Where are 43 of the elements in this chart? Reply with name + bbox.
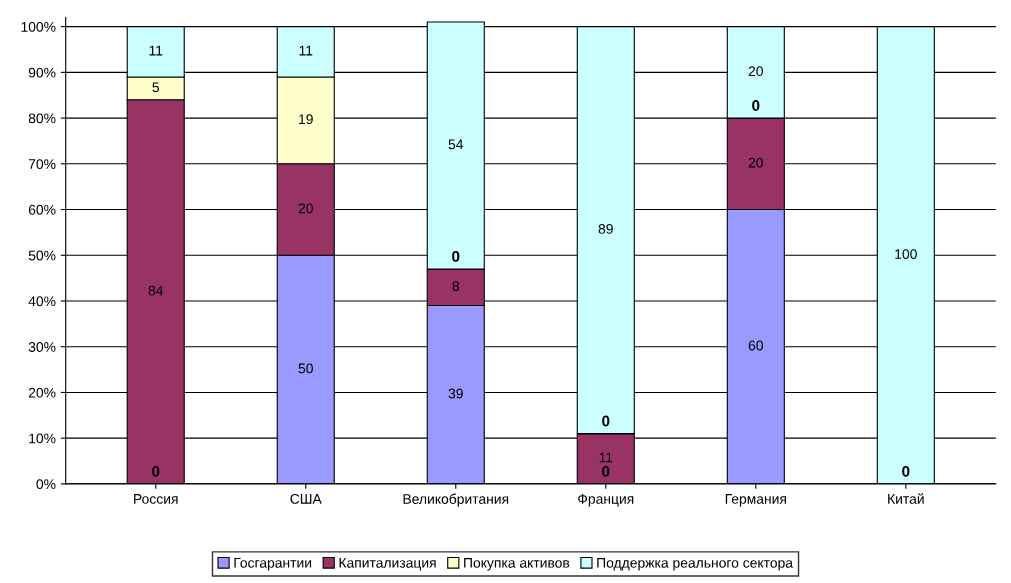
data-label: 11 xyxy=(599,452,613,463)
data-label: 20 xyxy=(748,66,763,77)
data-label: 20 xyxy=(298,203,313,214)
data-label: 20 xyxy=(748,157,763,168)
data-label: 50 xyxy=(298,363,313,374)
y-tick-label: 60% xyxy=(28,204,56,215)
y-tick-label: 40% xyxy=(28,296,56,307)
y-tick-label: 20% xyxy=(28,387,56,398)
data-label: 100 xyxy=(895,249,917,259)
data-label: 11 xyxy=(299,45,313,56)
annotation: 0 xyxy=(452,250,460,262)
y-tick-label: 0% xyxy=(36,479,56,490)
data-label: 5 xyxy=(152,82,160,93)
y-tick-label: 80% xyxy=(28,113,56,124)
y-tick-label: 70% xyxy=(28,159,56,169)
annotation: 0 xyxy=(602,465,610,477)
x-tick-label: Китай xyxy=(888,493,924,504)
data-label: 11 xyxy=(149,45,163,56)
legend-label: Поддержка реального сектора xyxy=(597,558,793,571)
legend-label: Госгарантии xyxy=(234,558,312,571)
y-tick-label: 100% xyxy=(21,21,56,32)
data-label: 84 xyxy=(148,285,164,296)
data-label: 89 xyxy=(598,224,613,234)
y-tick-label: 90% xyxy=(28,67,56,78)
annotation: 0 xyxy=(602,415,610,427)
data-label: 60 xyxy=(748,340,763,351)
y-tick-label: 50% xyxy=(28,250,56,261)
x-tick-label: Великобритания xyxy=(403,493,509,507)
y-tick-label: 30% xyxy=(28,342,56,352)
annotation: 0 xyxy=(752,100,760,111)
x-tick-label: США xyxy=(290,493,322,504)
x-tick-label: Россия xyxy=(134,494,178,504)
x-tick-label: Франция xyxy=(578,494,634,507)
data-label: 19 xyxy=(299,114,313,125)
data-label: 39 xyxy=(448,388,463,399)
x-tick-label: Германия xyxy=(725,494,786,507)
legend-label: Капитализация xyxy=(339,558,436,571)
annotation: 0 xyxy=(902,465,910,477)
data-label: 8 xyxy=(452,281,460,291)
legend-label: Покупка активов xyxy=(464,558,570,571)
annotation: 0 xyxy=(152,465,160,477)
data-label: 54 xyxy=(448,139,464,150)
y-tick-label: 10% xyxy=(29,433,56,444)
